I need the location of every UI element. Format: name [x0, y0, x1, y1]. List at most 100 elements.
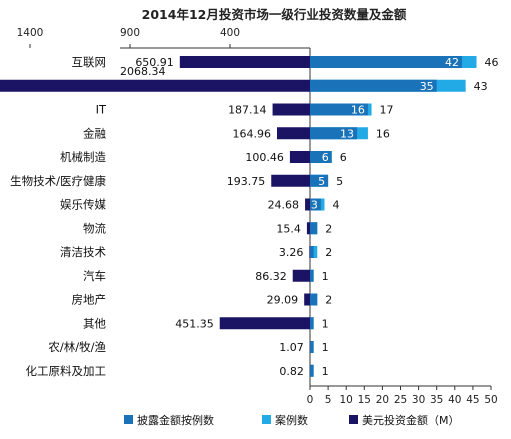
case-count-label: 1	[322, 365, 329, 378]
money-bar	[179, 56, 310, 68]
money-bar	[305, 198, 310, 211]
money-value-label: 2068.34	[120, 65, 166, 78]
case-count-label: 16	[376, 127, 390, 140]
chart-row: 清洁技术 3.26 2	[60, 245, 332, 259]
legend-label: 美元投资金额（M）	[362, 413, 460, 427]
disclosed-count-bar	[310, 269, 314, 282]
disclosed-count-label: 6	[322, 151, 329, 164]
legend-label: 披露金额按例数	[137, 413, 214, 427]
disclosed-count-label: 13	[340, 127, 354, 140]
disclosed-count-bar	[310, 79, 437, 92]
disclosed-count-bar	[310, 222, 318, 235]
disclosed-count-bar	[310, 317, 314, 330]
case-count-label: 1	[322, 317, 329, 330]
case-count-label: 2	[325, 294, 332, 307]
disclosed-count-bar	[310, 293, 318, 306]
disclosed-count-bar	[310, 103, 368, 116]
top-axis: 19001400900400	[17, 27, 310, 49]
category-label: 汽车	[83, 269, 106, 283]
top-axis-tick-label: 1400	[17, 27, 44, 39]
bottom-axis-tick-label: 10	[340, 394, 353, 406]
chart-rows: 互联网650.914246移动互联网2068.343543IT187.14161…	[0, 48, 499, 386]
case-count-label: 1	[322, 270, 329, 283]
chart-row: 汽车 86.32 1	[83, 269, 329, 283]
disclosed-count-label: 16	[351, 104, 365, 117]
disclosed-count-bar	[310, 198, 321, 211]
category-label: 娱乐传媒	[60, 198, 106, 212]
category-label: 金融	[83, 126, 106, 140]
money-value-label: 193.75	[227, 175, 266, 188]
money-value-label: 451.35	[175, 317, 214, 330]
bottom-axis-tick-label: 20	[376, 394, 389, 406]
disclosed-count-bar	[310, 127, 358, 140]
money-value-label: 0.82	[279, 365, 304, 378]
category-label: IT	[96, 103, 107, 117]
case-count-label: 43	[474, 80, 488, 93]
chart-title: 2014年12月投资市场一级行业投资数量及金额	[142, 7, 407, 22]
money-value-label: 164.96	[233, 127, 272, 140]
chart-row: 生物技术/医疗健康 193.75 5 5	[10, 174, 343, 188]
case-count-label: 4	[332, 199, 339, 212]
disclosed-count-bar	[310, 151, 332, 163]
legend-item: 美元投资金额（M）	[349, 413, 460, 427]
money-value-label: 29.09	[267, 294, 299, 307]
chart-row: 互联网 650.91 42 46	[72, 55, 499, 69]
money-value-label: 3.26	[279, 246, 304, 259]
money-value-label: 1.07	[279, 341, 304, 354]
chart-row: IT 187.14 16 17	[96, 103, 394, 117]
top-axis-tick-label: 900	[120, 27, 140, 39]
chart-row: 娱乐传媒 24.68 3 4	[60, 198, 339, 212]
case-count-label: 46	[485, 56, 499, 69]
money-value-label: 100.46	[245, 151, 284, 164]
bottom-axis-tick-label: 15	[358, 394, 371, 406]
legend-label: 案例数	[275, 413, 308, 427]
case-count-label: 1	[322, 341, 329, 354]
legend-swatch	[349, 415, 358, 424]
case-count-label: 6	[340, 151, 347, 164]
legend: 披露金额按例数 案例数 美元投资金额（M）	[124, 413, 460, 427]
bottom-axis-tick-label: 35	[430, 394, 443, 406]
legend-swatch	[262, 415, 271, 424]
money-value-label: 187.14	[228, 104, 267, 117]
chart-row: 机械制造 100.46 6 6	[60, 150, 347, 164]
chart-row: 农/林/牧/渔 1.07 1	[48, 340, 328, 354]
disclosed-count-bar	[310, 364, 314, 377]
category-label: 其他	[83, 316, 106, 330]
money-bar	[0, 79, 310, 92]
category-label: 互联网	[72, 55, 107, 69]
top-axis-tick-label: 400	[220, 27, 240, 39]
money-bar	[272, 103, 310, 116]
money-bar	[277, 127, 310, 140]
category-label: 农/林/牧/渔	[48, 340, 106, 354]
bottom-axis-tick-label: 30	[412, 394, 425, 406]
category-label: 房地产	[72, 293, 107, 307]
chart-row: 房地产 29.09 2	[72, 293, 333, 307]
bottom-axis-tick-label: 40	[448, 394, 461, 406]
money-value-label: 650.91	[135, 56, 174, 69]
legend-swatch	[124, 415, 133, 424]
category-label: 机械制造	[60, 150, 106, 164]
bottom-axis: 0 5 10 15 20 25 30 35 40 45 50	[307, 385, 498, 406]
bottom-axis-tick-label: 25	[394, 394, 407, 406]
money-bar	[289, 151, 310, 163]
disclosed-count-bar	[310, 246, 314, 258]
chart-row: 金融 164.96 13 16	[83, 126, 390, 140]
chart-row: 化工原料及加工 0.82 1	[26, 364, 329, 378]
money-bar	[292, 269, 310, 282]
disclosed-count-label: 3	[311, 199, 318, 212]
disclosed-count-bar	[310, 56, 463, 68]
case-count-label: 17	[380, 104, 394, 117]
case-count-label: 5	[336, 175, 343, 188]
disclosed-count-bar	[310, 174, 329, 187]
money-value-label: 15.4	[276, 222, 301, 235]
disclosed-count-label: 35	[420, 80, 434, 93]
money-bar	[271, 174, 310, 187]
category-label: 生物技术/医疗健康	[10, 174, 106, 188]
money-bar	[304, 293, 310, 306]
money-bar	[306, 222, 310, 235]
bottom-axis-tick-label: 0	[307, 394, 314, 406]
money-bar	[309, 246, 310, 258]
legend-item: 案例数	[262, 413, 308, 427]
disclosed-count-label: 42	[445, 56, 459, 69]
